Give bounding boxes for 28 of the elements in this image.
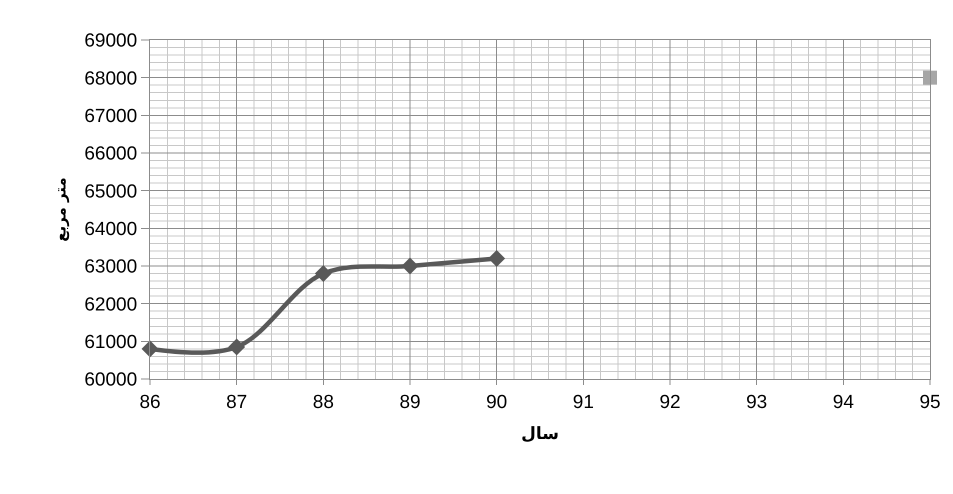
x-tick-label: 90 (486, 392, 508, 413)
x-tick-label: 86 (139, 392, 161, 413)
x-tick-label: 95 (919, 392, 941, 413)
x-tick-label: 88 (312, 392, 334, 413)
point (228, 338, 246, 356)
x-tick-label: 92 (659, 392, 681, 413)
x-tick-label: 93 (746, 392, 768, 413)
y-tick-label: 60000 (84, 370, 138, 391)
y-axis-title: متر مربع (52, 177, 70, 242)
y-tick-label: 66000 (84, 144, 138, 165)
y-tick-label: 64000 (84, 218, 138, 240)
point (488, 250, 506, 267)
point (142, 340, 158, 358)
point (923, 70, 937, 85)
x-tick-label: 94 (832, 392, 854, 413)
y-tick-label: 68000 (84, 68, 138, 90)
y-tick-label: 63000 (84, 256, 138, 278)
x-axis-title: سال (521, 424, 559, 444)
point (402, 258, 418, 274)
y-tick-label: 67000 (84, 106, 138, 127)
point (314, 265, 332, 282)
x-tick-label: 89 (399, 392, 421, 413)
y-tick-label: 65000 (84, 181, 138, 202)
y-tick-label: 69000 (84, 30, 138, 52)
y-tick-label: 62000 (84, 294, 138, 316)
y-tick-label: 61000 (84, 332, 138, 353)
x-tick-label: 91 (572, 392, 594, 413)
x-tick-label: 87 (226, 392, 248, 413)
